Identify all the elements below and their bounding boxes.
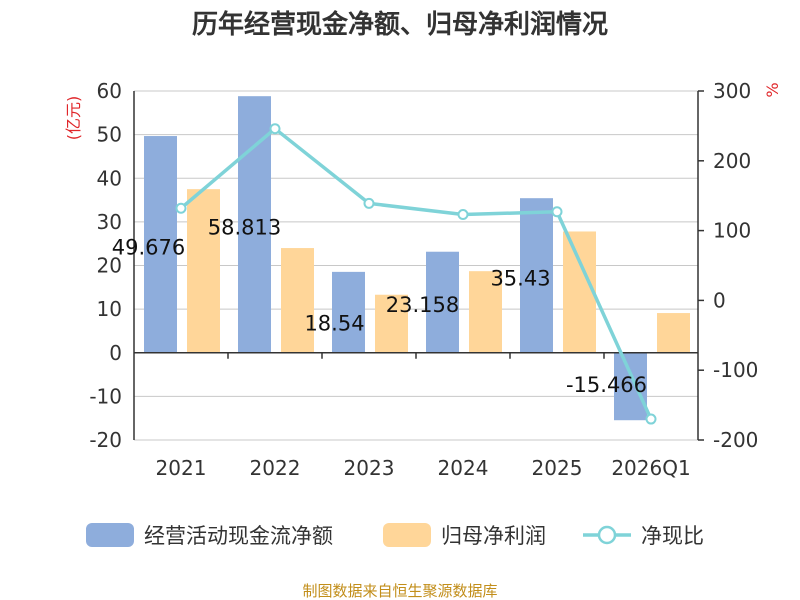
- netprofit-bar: [469, 271, 502, 353]
- category-label: 2021: [156, 456, 207, 480]
- legend-label-ratio: 净现比: [641, 524, 704, 548]
- legend: 经营活动现金流净额 归母净利润 净现比: [86, 523, 704, 548]
- left-tick-label: -10: [89, 384, 122, 408]
- cashflow-bar: [520, 198, 553, 353]
- category-label: 2025: [532, 456, 583, 480]
- cashflow-data-label: 49.676: [112, 235, 185, 259]
- right-tick-label: -200: [713, 428, 758, 452]
- category-label: 2024: [438, 456, 489, 480]
- cashflow-data-label: 35.43: [490, 266, 550, 290]
- cashflow-data-label: 18.54: [304, 311, 364, 335]
- left-tick-label: 20: [97, 254, 122, 278]
- source-note: 制图数据来自恒生聚源数据库: [302, 582, 497, 600]
- netprofit-bar: [187, 189, 220, 353]
- netprofit-bar: [657, 313, 690, 353]
- legend-swatch-netprofit: [383, 523, 431, 547]
- cashflow-data-label: 23.158: [386, 293, 459, 317]
- legend-label-cashflow: 经营活动现金流净额: [144, 524, 333, 548]
- cashflow-bar: [614, 352, 647, 421]
- left-tick-label: 10: [97, 297, 122, 321]
- right-tick-label: 100: [713, 219, 751, 243]
- ratio-point: [457, 209, 469, 221]
- chart-title: 历年经营现金净额、归母净利润情况: [192, 9, 608, 40]
- category-label: 2026Q1: [611, 456, 690, 480]
- bars: [144, 96, 690, 421]
- axes: -20-100102030405060-200-1000100200300202…: [89, 79, 758, 480]
- netprofit-bar: [563, 231, 596, 353]
- ratio-line-path: [179, 126, 653, 420]
- right-tick-label: 0: [713, 288, 726, 312]
- category-label: 2022: [250, 456, 301, 480]
- left-tick-label: 50: [97, 123, 122, 147]
- ratio-point: [175, 202, 187, 214]
- right-tick-label: 200: [713, 149, 751, 173]
- legend-swatch-ratio-marker: [597, 525, 617, 545]
- ratio-point: [269, 123, 281, 135]
- cashflow-data-label: -15.466: [566, 373, 647, 397]
- category-label: 2023: [344, 456, 395, 480]
- cashflow-bar: [426, 251, 459, 353]
- right-tick-label: 300: [713, 79, 751, 103]
- ratio-line: [175, 123, 657, 425]
- ratio-point: [645, 413, 657, 425]
- ratio-point: [551, 206, 563, 218]
- left-tick-label: -20: [89, 428, 122, 452]
- data-labels: 49.676 58.813 18.54 23.158 35.43 -15.466: [112, 215, 647, 397]
- cashflow-bar: [144, 136, 177, 353]
- cashflow-bar: [332, 271, 365, 353]
- left-axis-unit: (亿元): [64, 96, 83, 141]
- legend-label-netprofit: 归母净利润: [441, 524, 546, 548]
- right-axis-unit: %: [763, 82, 782, 97]
- cashflow-data-label: 58.813: [208, 215, 281, 239]
- ratio-point: [363, 197, 375, 209]
- legend-swatch-cashflow: [86, 523, 134, 547]
- left-tick-label: 0: [109, 341, 122, 365]
- right-tick-label: -100: [713, 358, 758, 382]
- netprofit-bar: [281, 248, 314, 353]
- left-tick-label: 60: [97, 79, 122, 103]
- netprofit-bar: [375, 294, 408, 353]
- grid: [134, 90, 698, 441]
- left-tick-label: 40: [97, 166, 122, 190]
- left-tick-label: 30: [97, 210, 122, 234]
